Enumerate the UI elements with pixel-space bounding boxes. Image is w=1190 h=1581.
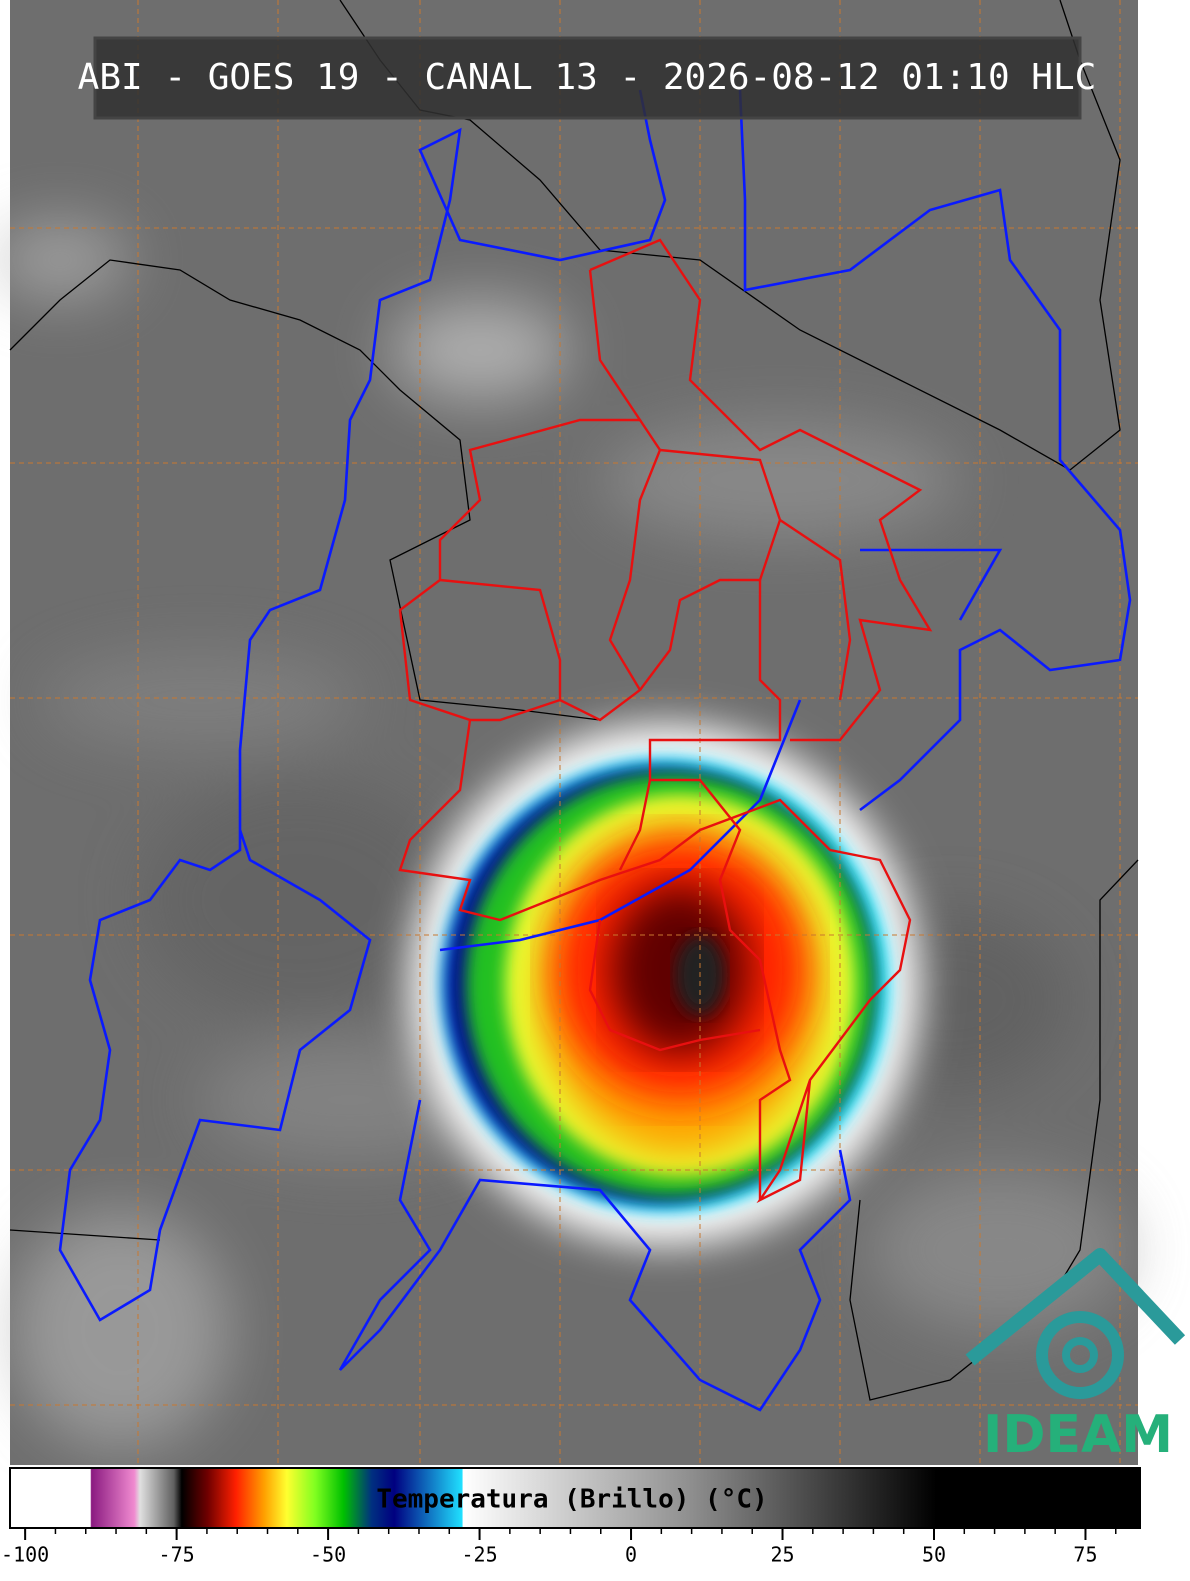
colorbar-label: Temperatura (Brillo) (°C) xyxy=(376,1485,767,1515)
graticule xyxy=(10,0,1138,1465)
tick-label: 50 xyxy=(922,1543,946,1567)
tick-label: -75 xyxy=(159,1543,195,1567)
tick-label: -50 xyxy=(310,1543,346,1567)
basin-outline xyxy=(58,89,1132,1412)
map-title: ABI - GOES 19 - CANAL 13 - 2026-08-12 01… xyxy=(78,57,1097,98)
tick-label: 25 xyxy=(770,1543,794,1567)
logo-text: IDEAM xyxy=(983,1405,1173,1465)
department-borders xyxy=(398,238,933,1204)
tick-label: -25 xyxy=(462,1543,498,1567)
logo-graphic xyxy=(965,1248,1186,1399)
satellite-image: IDEAM xyxy=(0,0,1186,1465)
title-box: ABI - GOES 19 - CANAL 13 - 2026-08-12 01… xyxy=(78,36,1097,120)
colorbar: Temperatura (Brillo) (°C) xyxy=(9,1467,1141,1529)
convective-storm xyxy=(410,725,920,1245)
tick-label: -100 xyxy=(1,1543,49,1567)
tick-label: 75 xyxy=(1073,1543,1097,1567)
tick-label: 0 xyxy=(625,1543,637,1567)
